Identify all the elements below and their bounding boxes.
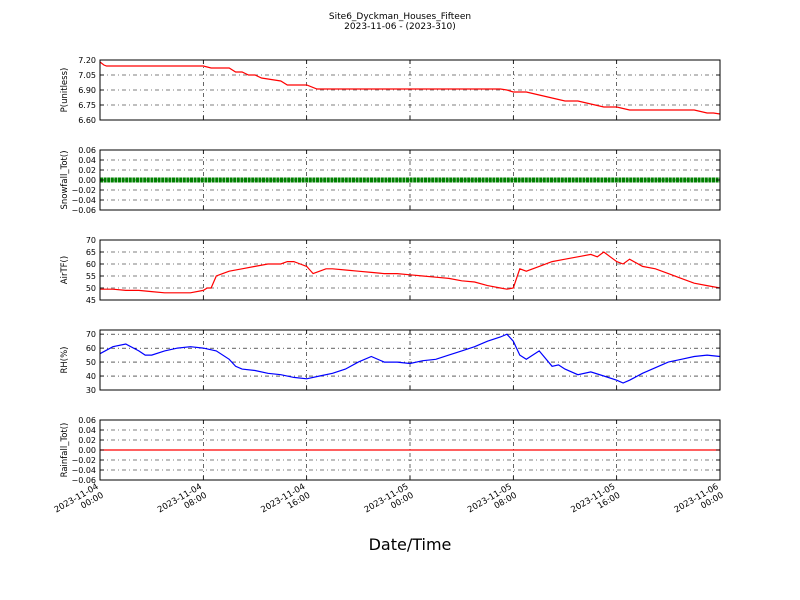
panel: 0.060.040.020.00−0.02−0.04−0.06Rainfall_… <box>60 416 721 485</box>
panel: 7.20 7.05 6.90 6.75 6.60 P(unitless) <box>60 56 721 125</box>
y-tick-label: −0.06 <box>71 476 96 485</box>
y-tick-label: 0.02 <box>78 436 96 445</box>
y-tick-label: −0.04 <box>71 466 96 475</box>
y-tick-label: 45 <box>86 296 96 305</box>
chart-title: Site6_Dyckman_Houses_Fifteen <box>329 12 471 22</box>
y-tick-label: 0.00 <box>78 176 96 185</box>
y-tick-label: 0.04 <box>78 156 96 165</box>
y-tick-label: 7.20 <box>78 56 96 65</box>
y-tick-label: 50 <box>86 284 96 293</box>
y-tick-label: 0.02 <box>78 166 96 175</box>
series-line <box>99 61 721 115</box>
y-tick-label: 6.75 <box>78 101 96 110</box>
y-tick-label: 40 <box>86 372 96 381</box>
y-tick-label: 0.04 <box>78 426 96 435</box>
y-axis-label: P(unitless) <box>60 68 70 113</box>
y-axis-label: Rainfall_Tot() <box>60 423 70 478</box>
panel: 70 60 50 40 30 RH(%) <box>60 329 721 395</box>
y-tick-label: −0.04 <box>71 196 96 205</box>
y-tick-label: −0.02 <box>71 186 96 195</box>
panel: 70 65 60 55 50 45 AirTF() <box>60 236 721 305</box>
panel: 0.060.040.020.00−0.02−0.04−0.06Snowfall_… <box>60 146 721 215</box>
y-tick-label: 30 <box>86 386 96 395</box>
y-axis-label: AirTF() <box>60 256 70 284</box>
y-tick-label: 0.06 <box>78 416 96 425</box>
y-tick-label: 65 <box>86 248 96 257</box>
y-tick-label: 55 <box>86 272 96 281</box>
chart-subtitle: 2023-11-06 - (2023-310) <box>344 22 456 32</box>
series-line <box>99 333 721 384</box>
y-tick-label: 7.05 <box>78 71 96 80</box>
y-tick-label: 60 <box>86 260 96 269</box>
y-tick-label: 6.60 <box>78 116 96 125</box>
panels: 7.207.056.906.756.60P(unitless)0.060.040… <box>60 56 721 485</box>
y-tick-label: 70 <box>86 330 96 339</box>
y-axis-label: Snowfall_Tot() <box>60 150 70 209</box>
y-tick-label: 60 <box>86 344 96 353</box>
y-tick-label: 70 <box>86 236 96 245</box>
series-line <box>100 251 721 294</box>
y-tick-label: −0.06 <box>71 206 96 215</box>
y-tick-label: 50 <box>86 358 96 367</box>
y-axis-label: RH(%) <box>60 346 70 373</box>
y-tick-label: 0.00 <box>78 446 96 455</box>
x-axis-label: Date/Time <box>369 535 452 554</box>
y-tick-label: 0.06 <box>78 146 96 155</box>
y-tick-label: −0.02 <box>71 456 96 465</box>
y-tick-label: 6.90 <box>78 86 96 95</box>
